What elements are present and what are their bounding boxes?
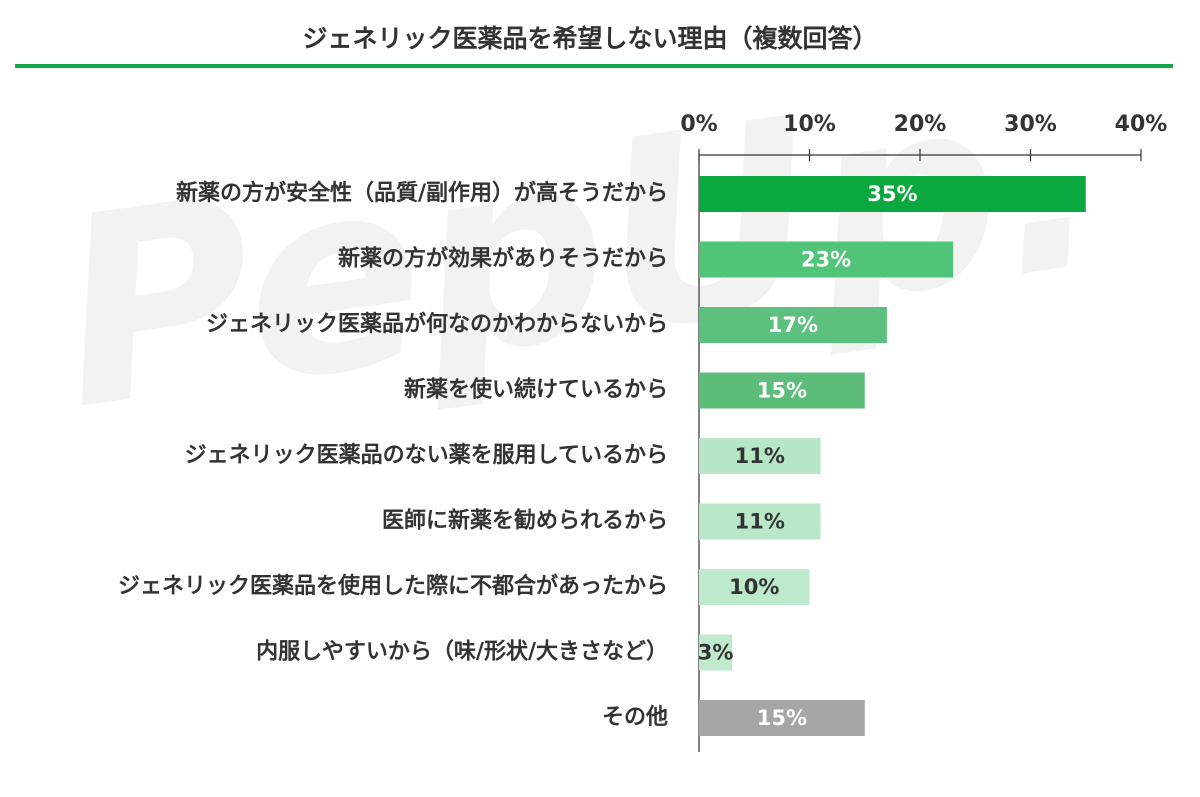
data-label: 35% [867, 182, 917, 206]
data-label: 10% [729, 575, 779, 599]
category-label: 新薬の方が効果がありそうだから [338, 246, 668, 272]
title-rule [15, 64, 1173, 68]
data-label: 15% [757, 706, 807, 730]
data-label: 11% [735, 510, 785, 534]
x-tick-label: 30% [1004, 112, 1057, 137]
bar [699, 569, 810, 605]
x-tick-label: 40% [1115, 112, 1168, 137]
category-label: ジェネリック医薬品のない薬を服用しているから [185, 443, 668, 468]
bar [699, 372, 865, 409]
data-label: 17% [768, 313, 818, 337]
bar [699, 176, 1086, 212]
x-tick-label: 10% [783, 112, 836, 137]
x-tick-label: 20% [894, 112, 947, 137]
data-label: 15% [757, 379, 807, 403]
category-label: 新薬を使い続けているから [404, 377, 668, 403]
x-tick-label: 0% [680, 112, 717, 137]
chart-title: ジェネリック医薬品を希望しない理由（複数回答） [302, 24, 877, 53]
bar [699, 634, 733, 671]
data-label: 23% [801, 248, 851, 272]
bar [699, 700, 865, 736]
category-label: その他 [602, 705, 668, 730]
bar [699, 503, 821, 540]
category-label: 新薬の方が安全性（品質/副作用）が高そうだから [176, 180, 668, 206]
data-label: 11% [735, 444, 785, 468]
bar [699, 307, 887, 343]
category-label: ジェネリック医薬品が何なのかわからないから [206, 311, 668, 337]
category-label: 医師に新薬を勧められるから [382, 508, 668, 534]
category-label: 内服しやすいから（味/形状/大きさなど） [256, 640, 668, 665]
category-label: ジェネリック医薬品を使用した際に不都合があったから [118, 573, 668, 599]
data-label: 3% [698, 641, 734, 665]
bar [699, 438, 821, 474]
bar [699, 241, 954, 278]
